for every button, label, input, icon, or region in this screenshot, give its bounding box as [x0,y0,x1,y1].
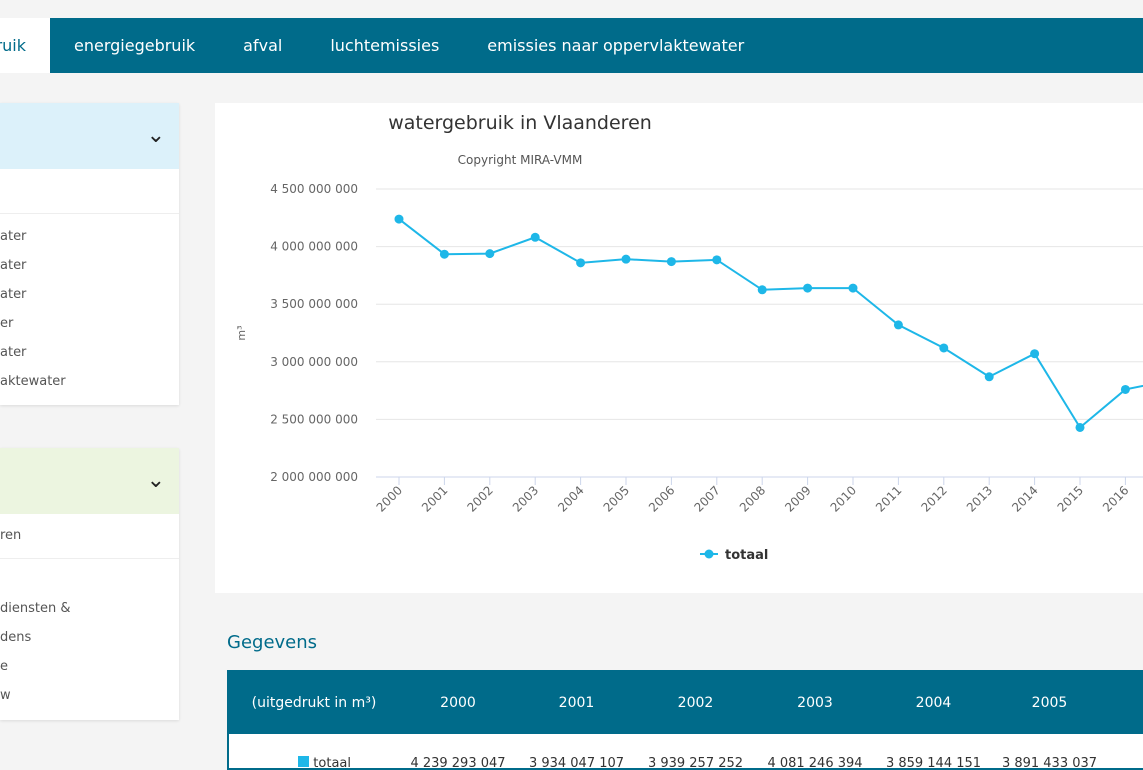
tab-luchtemissies[interactable]: luchtemissies [330,36,440,55]
panel-header[interactable]: ⌄ [0,448,179,514]
data-point[interactable] [666,257,676,267]
data-point[interactable] [1075,422,1085,432]
chart-title: watergebruik in Vlaanderen [388,112,652,134]
data-point[interactable] [576,258,586,268]
x-tick-label: 2009 [782,483,813,514]
y-tick-label: 2 000 000 000 [270,470,358,484]
legend-label: totaal [725,548,768,563]
data-point[interactable] [712,255,722,265]
table-header-cell: (uitgedrukt in m³) [251,695,377,711]
y-axis-label: m³ [235,325,248,340]
line-chart: 2 000 000 000 2 500 000 000 3 000 000 000 3… [235,182,1143,563]
table-cell: 3 859 144 151 [885,756,982,770]
sidebar-link[interactable]: ater [0,258,27,273]
data-point[interactable] [803,283,813,293]
sidebar-panel-water: ⌄ ater ater ater er ater aktewater [0,103,179,405]
x-tick-label: 2011 [873,483,904,514]
sidebar-link[interactable]: aktewater [0,374,66,389]
panel-header[interactable]: ⌄ [0,103,179,169]
data-point[interactable] [757,285,767,295]
table-header-cell: 2003 [797,695,833,711]
data-point[interactable] [394,214,404,224]
sidebar-link[interactable]: ater [0,287,27,302]
y-tick-label: 4 500 000 000 [270,182,358,196]
sidebar-link[interactable]: & diensten [0,601,71,616]
sidebar-link[interactable]: e [0,659,8,674]
data-point[interactable] [848,283,858,293]
data-section-title: Gegevens [227,632,318,653]
legend-marker [704,549,714,559]
tab-afval[interactable]: afval [243,36,283,55]
x-tick-label: 2003 [510,483,541,514]
sidebar-link[interactable]: ater [0,345,27,360]
y-tick-label: 3 500 000 000 [270,297,358,311]
x-tick-label: 2004 [555,483,586,514]
data-point[interactable] [1120,384,1130,394]
data-point[interactable] [939,343,949,353]
tab-watergebruik[interactable]: watergebruik [0,18,50,73]
data-point[interactable] [485,249,495,259]
chevron-down-icon[interactable]: ⌄ [146,123,165,148]
chart-card [215,103,1143,593]
x-tick-label: 2000 [374,483,405,514]
x-tick-label: 2013 [964,483,995,514]
chart-subtitle: Copyright MIRA-VMM [457,153,583,167]
x-tick-label: 2002 [464,483,495,514]
y-tick-label: 2 500 000 000 [270,412,358,426]
table-cell: 3 934 047 107 [528,756,625,770]
y-tick-label: 3 000 000 000 [270,355,358,369]
tab-energiegebruik[interactable]: energiegebruik [74,36,196,55]
x-tick-label: 2012 [918,483,949,514]
sidebar-link[interactable]: ren [0,528,22,543]
data-table: (uitgedrukt in m³) 2000 2001 2002 2003 2004 20… [227,670,1143,770]
data-point[interactable] [1030,349,1040,359]
data-point[interactable] [893,320,903,330]
row-label-text: totaal [313,756,351,770]
table-header-cell: 2000 [440,695,476,711]
chevron-down-icon[interactable]: ⌄ [146,468,165,493]
table-cell: 4 081 246 394 [767,756,863,770]
x-tick-label: 2010 [828,483,859,514]
x-tick-label: 2007 [691,483,722,514]
data-point[interactable] [530,232,540,242]
table-header-cell: 2005 [1031,695,1068,711]
table-cell: 4 239 293 047 [410,756,506,770]
table-header-cell: 2001 [558,695,595,711]
data-point[interactable] [621,254,631,264]
x-tick-label: 2015 [1055,483,1086,514]
legend[interactable]: totaal [700,548,768,563]
x-tick-label: 2014 [1009,483,1040,514]
x-tick-label: 2005 [601,483,632,514]
sidebar-link[interactable]: w [0,688,11,703]
x-tick-label: 2016 [1100,483,1131,514]
x-tick-label: 2001 [419,483,450,514]
row-label: totaal [229,756,399,770]
sidebar-link[interactable]: er [0,316,14,331]
data-point[interactable] [984,372,994,382]
sidebar-panel-sectors: ⌄ ren & diensten dens e w [0,448,179,720]
y-tick-label: 4 000 000 000 [270,240,358,254]
x-tick-label: 2008 [737,483,768,514]
tab-emissies-oppervlaktewater[interactable]: emissies naar oppervlaktewater [487,36,745,55]
table-cell: 3 891 433 037 [1001,756,1098,770]
series-line-totaal [398,218,1143,429]
sidebar-link[interactable]: ater [0,229,27,244]
data-point[interactable] [439,249,449,259]
table-header-cell: 2002 [677,695,714,711]
table-header-cell: 2004 [915,695,952,711]
top-nav: watergebruik energiegebruik afval luchte… [0,18,1143,73]
x-tick-label: 2006 [646,483,677,514]
sidebar-link[interactable]: dens [0,630,32,645]
table-cell: 3 939 257 252 [647,756,744,770]
